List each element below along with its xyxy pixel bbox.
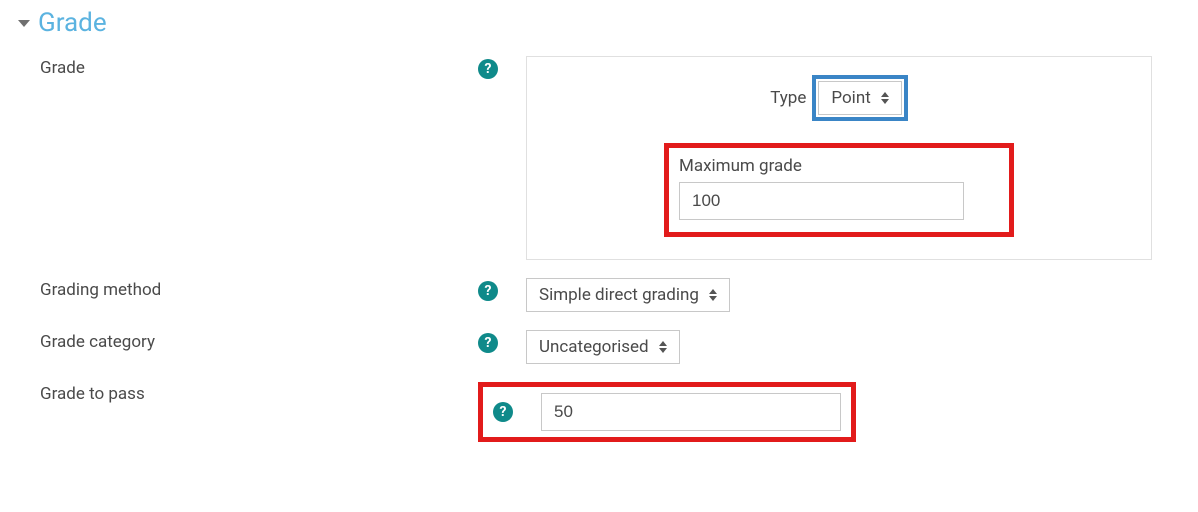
max-grade-input[interactable]	[679, 182, 964, 220]
highlight-grade-to-pass: ?	[478, 382, 856, 442]
label-type: Type	[770, 88, 806, 108]
grade-type-select[interactable]: Point	[818, 81, 901, 115]
label-max-grade: Maximum grade	[679, 156, 999, 176]
highlight-max-grade: Maximum grade	[664, 143, 1014, 237]
grade-fieldset: Type Point Maximum grade	[526, 56, 1152, 260]
grade-category-selected: Uncategorised	[539, 337, 649, 357]
grade-to-pass-input[interactable]	[541, 393, 841, 431]
section-title: Grade	[38, 8, 107, 38]
help-icon[interactable]: ?	[478, 59, 498, 79]
section-header[interactable]: Grade	[18, 8, 1180, 38]
highlight-type: Point	[812, 75, 907, 121]
grade-type-selected: Point	[831, 88, 870, 108]
row-grade-to-pass: Grade to pass ?	[18, 382, 1180, 442]
label-grade: Grade	[18, 56, 478, 78]
chevron-down-icon	[18, 20, 30, 27]
help-icon[interactable]: ?	[478, 333, 498, 353]
row-grading-method: Grading method ? Simple direct grading	[18, 278, 1180, 312]
grading-method-selected: Simple direct grading	[539, 285, 699, 305]
help-icon[interactable]: ?	[478, 281, 498, 301]
label-grading-method: Grading method	[18, 278, 478, 300]
sort-icon	[709, 289, 717, 301]
grade-category-select[interactable]: Uncategorised	[526, 330, 680, 364]
sort-icon	[659, 341, 667, 353]
row-grade: Grade ? Type Point Maximum grade	[18, 56, 1180, 260]
help-icon[interactable]: ?	[493, 402, 513, 422]
label-grade-category: Grade category	[18, 330, 478, 352]
label-grade-to-pass: Grade to pass	[18, 382, 478, 404]
row-grade-category: Grade category ? Uncategorised	[18, 330, 1180, 364]
grading-method-select[interactable]: Simple direct grading	[526, 278, 730, 312]
sort-icon	[881, 92, 889, 104]
